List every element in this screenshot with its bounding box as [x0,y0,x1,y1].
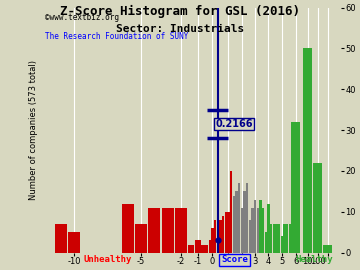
Text: Sector: Industrials: Sector: Industrials [116,24,244,34]
Bar [219,220,222,253]
Bar [291,122,300,253]
Bar [188,245,194,253]
Bar [68,232,81,253]
Bar [246,183,248,253]
Bar [257,208,259,253]
Bar [238,183,240,253]
Bar [278,224,280,253]
Bar [265,232,267,253]
Bar [243,191,246,253]
Bar [248,220,251,253]
Bar [201,245,203,253]
Text: The Research Foundation of SUNY: The Research Foundation of SUNY [45,32,188,41]
Text: 0.2166: 0.2166 [215,119,253,129]
Bar [288,224,291,253]
Bar [270,224,272,253]
Bar [135,224,147,253]
Bar [217,216,219,253]
Bar [303,49,312,253]
Bar [175,208,187,253]
Bar [313,163,323,253]
Bar [254,200,256,253]
Bar [275,224,278,253]
Bar [195,240,201,253]
Bar [230,171,232,253]
Bar [222,216,224,253]
Bar [203,245,206,253]
Bar [267,204,270,253]
Bar [235,191,238,253]
Bar [225,212,227,253]
Bar [259,200,262,253]
Bar [162,208,174,253]
Bar [251,208,253,253]
Bar [122,204,134,253]
Bar [233,195,235,253]
Bar [211,228,213,253]
Bar [273,224,275,253]
Text: Score: Score [221,255,248,264]
Bar [286,224,288,253]
Bar [283,224,285,253]
Bar [227,212,230,253]
Bar [280,236,283,253]
Text: Healthy: Healthy [296,255,333,264]
Bar [323,245,332,253]
Bar [208,240,211,253]
Bar [262,208,264,253]
Y-axis label: Number of companies (573 total): Number of companies (573 total) [30,60,39,200]
Bar [206,245,208,253]
Text: ©www.textbiz.org: ©www.textbiz.org [45,13,119,22]
Bar [214,220,216,253]
Bar [240,208,243,253]
Bar [55,224,67,253]
Text: Unhealthy: Unhealthy [84,255,132,264]
Text: Z-Score Histogram for GSL (2016): Z-Score Histogram for GSL (2016) [60,5,300,18]
Bar [148,208,161,253]
